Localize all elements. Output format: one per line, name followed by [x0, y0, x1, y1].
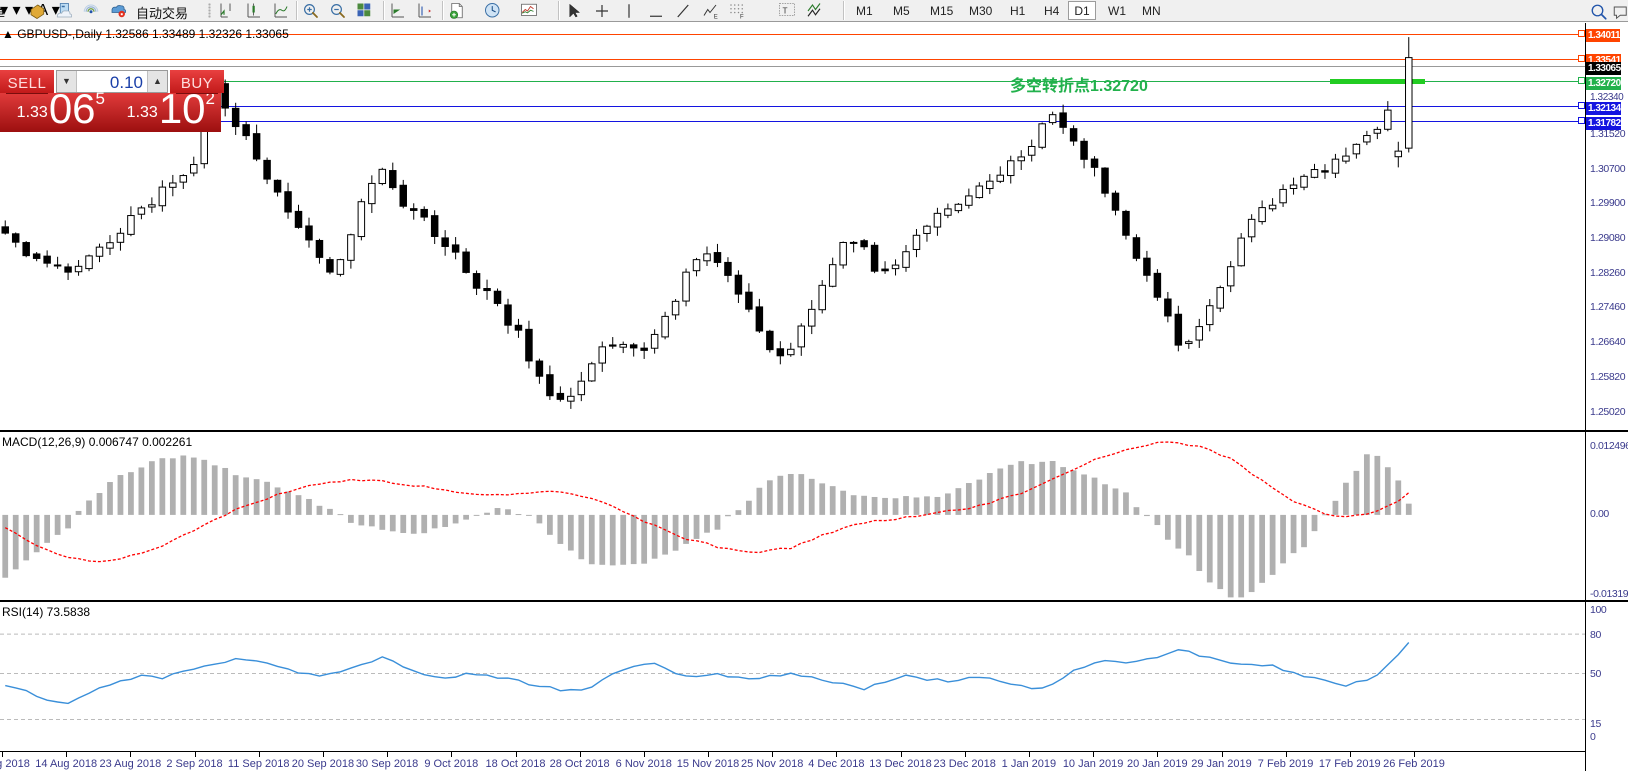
svg-text:F: F — [740, 15, 744, 20]
svg-text:E: E — [714, 15, 718, 20]
svg-text:T: T — [783, 6, 788, 15]
